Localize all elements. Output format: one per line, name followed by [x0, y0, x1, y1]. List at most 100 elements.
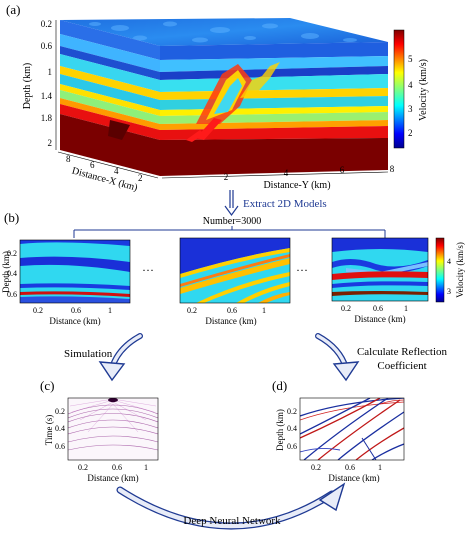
colorbar-label: Velocity (km/s) — [455, 242, 465, 298]
model-1 — [20, 240, 130, 303]
y-tick: 0.2 — [287, 407, 297, 416]
distance-x-label: Distance-X (km) — [71, 166, 139, 194]
depth-tick: 1 — [48, 67, 53, 77]
x-tick: 1 — [108, 306, 112, 315]
model-1-axes: 0.2 0.4 0.6 Depth (km) 0.2 0.6 1 Distanc… — [1, 249, 112, 326]
panel-d-frame — [299, 397, 405, 461]
panel-c-axes: 0.2 0.4 0.6 Time (s) 0.2 0.6 1 Distance … — [44, 407, 148, 483]
y-tick: 0.6 — [7, 290, 17, 299]
x-tick: 0.6 — [227, 306, 237, 315]
distance-x-tick: 8 — [66, 154, 71, 164]
colorbar-label: Velocity (km/s) — [418, 59, 429, 121]
panel-b-colorbar: 4 3 Velocity (km/s) — [435, 237, 465, 303]
y-tick: 0.4 — [7, 269, 17, 278]
reflection-arrow — [315, 333, 360, 382]
colorbar-tick: 4 — [447, 257, 451, 266]
dnn-arrow — [116, 482, 346, 530]
velocity-cube — [60, 18, 388, 176]
depth-tick: 0.2 — [41, 19, 52, 29]
extract-label: Extract 2D Models — [243, 198, 327, 210]
colorbar-tick: 3 — [408, 104, 413, 114]
colorbar-tick: 4 — [408, 80, 413, 90]
panel-a-label: (a) — [6, 2, 20, 17]
x-axis-label: Distance (km) — [49, 316, 100, 326]
ellipsis: ··· — [142, 263, 154, 277]
x-tick: 0.6 — [373, 304, 383, 313]
panel-c-label: (c) — [40, 378, 54, 393]
x-tick: 1 — [144, 463, 148, 472]
panel-b-label: (b) — [4, 210, 19, 225]
colorbar-gradient — [435, 237, 445, 303]
depth-tick: 2 — [48, 138, 53, 148]
depth-tick: 0.6 — [41, 41, 53, 51]
model-2-axes: 0.2 0.6 1 Distance (km) — [187, 306, 266, 326]
y-tick: 0.2 — [55, 407, 65, 416]
panel-c-frame — [67, 397, 159, 461]
x-tick: 0.2 — [187, 306, 197, 315]
model-bracket — [73, 226, 386, 238]
x-tick: 0.6 — [112, 463, 122, 472]
x-tick: 0.2 — [311, 463, 321, 472]
x-tick: 0.2 — [33, 306, 43, 315]
y-axis-label: Depth (km) — [275, 409, 285, 451]
y-tick: 0.2 — [7, 249, 17, 258]
x-axis-label: Distance (km) — [328, 473, 379, 483]
y-axis-label: Time (s) — [44, 415, 54, 445]
depth-axis-label: Depth (km) — [22, 63, 33, 109]
extract-arrow — [224, 190, 239, 217]
reflection-label-line1: Calculate Reflection — [357, 346, 448, 358]
cube-top-texture — [89, 21, 357, 43]
reflection-coefficient — [300, 398, 404, 460]
simulation-arrow — [98, 333, 143, 382]
model-3-frame — [331, 237, 429, 302]
x-axis-label: Distance (km) — [87, 473, 138, 483]
x-tick: 0.6 — [345, 463, 355, 472]
distance-x-tick: 4 — [114, 166, 119, 176]
cube-right-face — [160, 42, 388, 176]
y-tick: 0.6 — [55, 442, 65, 451]
reflection-label-line2: Coefficient — [377, 360, 426, 372]
distance-y-tick: 6 — [340, 165, 345, 175]
model-1-frame — [19, 239, 131, 304]
distance-x-tick: 2 — [138, 173, 143, 183]
y-tick: 0.6 — [287, 442, 297, 451]
x-tick: 0.6 — [71, 306, 81, 315]
x-tick: 0.2 — [78, 463, 88, 472]
distance-y-tick: 2 — [224, 172, 229, 182]
distance-y-tick: 8 — [390, 164, 395, 174]
colorbar-tick: 3 — [447, 287, 451, 296]
model-2-frame — [179, 237, 291, 304]
panel-a-distance-y-axis: 2 4 6 8 Distance-Y (km) — [161, 164, 395, 191]
number-label: Number=3000 — [203, 216, 261, 227]
colorbar-tick: 5 — [408, 54, 413, 64]
panel-a-colorbar: 5 4 3 2 Velocity (km/s) — [393, 29, 429, 149]
cube-left-face — [60, 20, 160, 176]
dnn-label: Deep Neural Network — [183, 515, 281, 527]
x-tick: 1 — [378, 463, 382, 472]
ellipsis: ··· — [296, 263, 308, 277]
simulation-label: Simulation — [64, 348, 113, 360]
x-axis-label: Distance (km) — [354, 314, 405, 324]
colorbar-gradient — [393, 29, 405, 149]
distance-y-label: Distance-Y (km) — [263, 180, 330, 191]
model-2 — [180, 238, 290, 303]
panel-d-label: (d) — [272, 378, 287, 393]
x-tick: 1 — [404, 304, 408, 313]
y-tick: 0.4 — [287, 424, 297, 433]
colorbar-tick: 2 — [408, 128, 413, 138]
x-tick: 1 — [262, 306, 266, 315]
distance-x-tick: 6 — [90, 160, 95, 170]
distance-y-tick: 4 — [284, 168, 289, 178]
y-axis-label: Depth (km) — [1, 251, 11, 293]
y-tick: 0.4 — [55, 424, 65, 433]
seismic-gather — [68, 398, 158, 460]
x-axis-label: Distance (km) — [205, 316, 256, 326]
panel-d-axes: 0.2 0.4 0.6 Depth (km) 0.2 0.6 1 Distanc… — [275, 407, 382, 483]
x-tick: 0.2 — [341, 304, 351, 313]
depth-tick: 1.8 — [41, 113, 53, 123]
model-3-axes: 0.2 0.6 1 Distance (km) — [341, 304, 408, 324]
panel-a-depth-axis: 0.2 0.6 1 1.4 1.8 2 Depth (km) — [22, 19, 57, 150]
model-3 — [332, 238, 428, 301]
depth-tick: 1.4 — [41, 91, 53, 101]
